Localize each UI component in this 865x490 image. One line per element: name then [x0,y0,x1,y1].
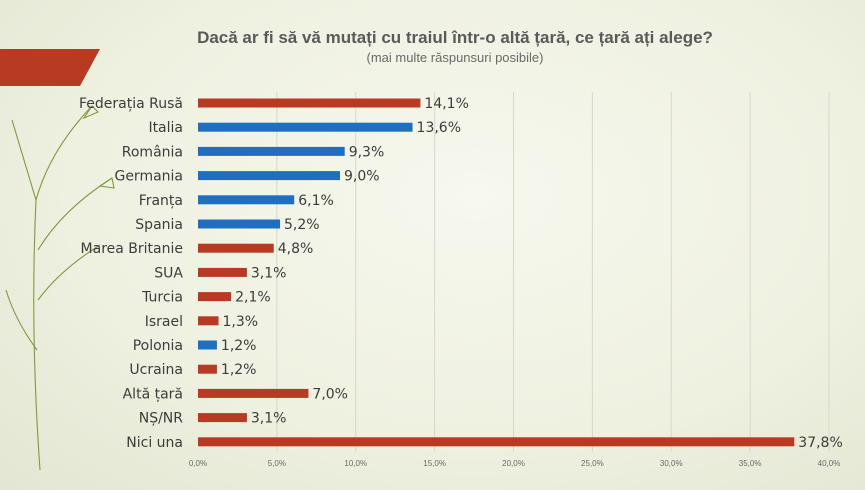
category-label: Israel [145,314,183,330]
bar [198,413,247,423]
category-label: Italia [148,120,183,136]
value-label: 37,8% [798,435,842,451]
bars [198,98,795,447]
category-label: Federația Rusă [79,96,183,112]
x-tick-label: 35,0% [739,459,762,468]
category-label: Germania [114,169,183,185]
bar [198,243,274,253]
category-label: Marea Britanie [81,241,183,257]
value-label: 1,3% [223,314,259,330]
category-label: Altă țară [123,386,183,402]
chart-subtitle: (mai multe răspunsuri posibile) [366,50,543,65]
bar [198,146,345,156]
value-label: 1,2% [221,338,257,354]
category-label: Turcia [141,290,183,306]
bar [198,437,795,447]
x-axis-tick-labels: 0,0% 5,0% 10,0% 15,0% 20,0% 25,0% 30,0% 35,0% 40… [189,459,840,468]
x-tick-label: 25,0% [581,459,604,468]
value-label: 6,1% [298,193,334,209]
x-tick-label: 30,0% [660,459,683,468]
x-tick-label: 40,0% [818,459,841,468]
value-label: 4,8% [278,241,314,257]
category-label: SUA [154,265,183,281]
grid-lines [276,92,830,452]
category-label: Franța [139,193,183,209]
bar [198,195,295,205]
category-label: Spania [135,217,183,233]
chart-title: Dacă ar fi să vă mutați cu traiul într-o… [197,28,713,47]
bar [198,122,413,132]
x-tick-label: 20,0% [502,459,525,468]
value-label: 1,2% [221,362,257,378]
value-label: 13,6% [417,120,461,136]
category-label: Polonia [133,338,183,354]
decorative-banner [0,49,100,86]
bar [198,171,340,181]
bar [198,316,219,326]
category-labels: Federația Rusă Italia România Germania Franț… [79,96,183,451]
bar [198,364,217,374]
value-label: 7,0% [312,386,348,402]
bar [198,388,309,398]
value-label: 5,2% [284,217,320,233]
bar [198,267,247,277]
decorative-leaf-ornament [5,105,115,471]
value-labels: 14,1% 13,6% 9,3% 9,0% 6,1% 5,2% 4,8% 3,1% 2,1% 1,… [221,96,843,451]
bar [198,219,281,229]
value-label: 9,3% [349,144,385,160]
category-label: Ucraina [129,362,183,378]
x-tick-label: 5,0% [268,459,286,468]
category-label: NȘ/NR [139,411,184,427]
value-label: 9,0% [344,169,380,185]
value-label: 3,1% [251,265,287,281]
x-tick-label: 15,0% [423,459,446,468]
x-tick-label: 10,0% [344,459,367,468]
value-label: 3,1% [251,411,287,427]
bar [198,98,421,108]
bar [198,340,217,350]
value-label: 14,1% [424,96,468,112]
category-label: Nici una [126,435,183,451]
x-tick-label: 0,0% [189,459,207,468]
value-label: 2,1% [235,290,271,306]
bar [198,292,232,302]
category-label: România [122,144,183,160]
